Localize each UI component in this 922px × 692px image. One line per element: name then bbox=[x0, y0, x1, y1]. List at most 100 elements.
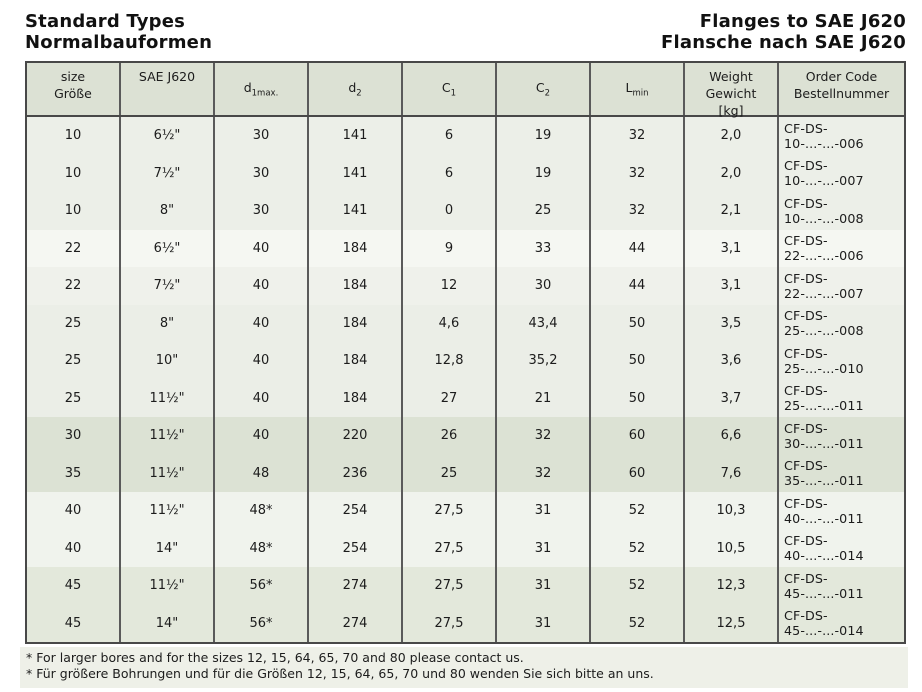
table-cell: 6,6 bbox=[685, 417, 779, 455]
order-code-cell: CF-DS-40-...-...-011 bbox=[784, 495, 864, 526]
table-cell: 52 bbox=[591, 604, 685, 642]
table-cell: 25 bbox=[497, 192, 591, 230]
order-code-cell: CF-DS-25-...-...-010 bbox=[784, 345, 864, 376]
table-cell: 40 bbox=[215, 229, 309, 267]
table-cell: 60 bbox=[591, 454, 685, 492]
table-cell: 30 bbox=[215, 192, 309, 230]
table-cell: 2,0 bbox=[685, 154, 779, 192]
table-cell: 184 bbox=[309, 267, 403, 305]
table-cell: 27,5 bbox=[403, 529, 497, 567]
table-cell: 12,5 bbox=[685, 604, 779, 642]
table-cell: 30 bbox=[497, 267, 591, 305]
table-row: 25 11½" 40 184 27 21 50 3,7 CF-DS-25-...-...-011 bbox=[27, 379, 904, 417]
column-header: Lmin bbox=[591, 63, 685, 115]
order-code-cell: CF-DS-22-...-...-007 bbox=[784, 270, 864, 301]
table-cell: 3,7 bbox=[685, 379, 779, 417]
table-cell: 8" bbox=[121, 304, 215, 342]
table-cell: 44 bbox=[591, 229, 685, 267]
table-cell: 48* bbox=[215, 529, 309, 567]
table-cell: 10 bbox=[27, 192, 121, 230]
order-code-cell: CF-DS-45-...-...-014 bbox=[784, 608, 864, 639]
table-cell: 27,5 bbox=[403, 567, 497, 605]
order-code-cell: CF-DS-30-...-...-011 bbox=[784, 420, 864, 451]
table-cell: 4,6 bbox=[403, 304, 497, 342]
table-cell: 14" bbox=[121, 529, 215, 567]
table-cell: 21 bbox=[497, 379, 591, 417]
table-cell: 19 bbox=[497, 154, 591, 192]
table-row: 30 11½" 40 220 26 32 60 6,6 CF-DS-30-...-...-011 bbox=[27, 417, 904, 455]
table-cell: 141 bbox=[309, 154, 403, 192]
column-header: d2 bbox=[309, 63, 403, 115]
table-cell: 11½" bbox=[121, 567, 215, 605]
table-cell: 6 bbox=[403, 117, 497, 155]
flange-dimensions-table: size Größe SAE J620 d1max. d2 C1 C2 Lmin Weight G… bbox=[25, 61, 906, 644]
table-cell: 7,6 bbox=[685, 454, 779, 492]
table-row: 45 14" 56* 274 27,5 31 52 12,5 CF-DS-45-...-...-… bbox=[27, 604, 904, 642]
table-cell: 3,6 bbox=[685, 342, 779, 380]
column-header: Order Code Bestellnummer bbox=[793, 69, 890, 101]
title-german: Normalbauformen bbox=[25, 32, 213, 53]
table-cell: 27,5 bbox=[403, 604, 497, 642]
table-cell: 10,3 bbox=[685, 492, 779, 530]
table-cell: 40 bbox=[215, 342, 309, 380]
table-cell: 11½" bbox=[121, 454, 215, 492]
table-header-row: size Größe SAE J620 d1max. d2 C1 C2 Lmin Weight G… bbox=[27, 63, 904, 118]
table-cell: 32 bbox=[591, 117, 685, 155]
table-cell: 236 bbox=[309, 454, 403, 492]
table-cell: 45 bbox=[27, 567, 121, 605]
table-cell: 30 bbox=[215, 117, 309, 155]
table-row: 40 14" 48* 254 27,5 31 52 10,5 CF-DS-40-...-...-… bbox=[27, 529, 904, 567]
table-cell: 52 bbox=[591, 492, 685, 530]
table-cell: 254 bbox=[309, 529, 403, 567]
order-code-cell: CF-DS-10-...-...-008 bbox=[784, 195, 864, 226]
table-cell: 27,5 bbox=[403, 492, 497, 530]
table-cell: 60 bbox=[591, 417, 685, 455]
table-cell: 26 bbox=[403, 417, 497, 455]
table-cell: 30 bbox=[27, 417, 121, 455]
table-cell: 141 bbox=[309, 117, 403, 155]
column-header: SAE J620 bbox=[121, 63, 215, 115]
table-cell: 10" bbox=[121, 342, 215, 380]
order-code-cell: CF-DS-35-...-...-011 bbox=[784, 458, 864, 489]
table-cell: 40 bbox=[27, 492, 121, 530]
table-cell: 56* bbox=[215, 604, 309, 642]
table-row: 35 11½" 48 236 25 32 60 7,6 CF-DS-35-...-...-011 bbox=[27, 454, 904, 492]
table-cell: 40 bbox=[215, 379, 309, 417]
order-code-cell: CF-DS-40-...-...-014 bbox=[784, 533, 864, 564]
table-cell: 274 bbox=[309, 567, 403, 605]
table-cell: 184 bbox=[309, 379, 403, 417]
table-cell: 50 bbox=[591, 304, 685, 342]
table-cell: 31 bbox=[497, 604, 591, 642]
table-cell: 48* bbox=[215, 492, 309, 530]
table-cell: 56* bbox=[215, 567, 309, 605]
table-cell: 12,3 bbox=[685, 567, 779, 605]
table-cell: 11½" bbox=[121, 417, 215, 455]
table-row: 10 7½" 30 141 6 19 32 2,0 CF-DS-10-...-...-007 bbox=[27, 154, 904, 192]
table-cell: 10 bbox=[27, 117, 121, 155]
table-cell: 11½" bbox=[121, 492, 215, 530]
order-code-cell: CF-DS-10-...-...-007 bbox=[784, 158, 864, 189]
table-cell: 254 bbox=[309, 492, 403, 530]
table-cell: 6½" bbox=[121, 229, 215, 267]
table-cell: 184 bbox=[309, 229, 403, 267]
table-cell: 31 bbox=[497, 492, 591, 530]
table-cell: 40 bbox=[215, 304, 309, 342]
table-cell: 184 bbox=[309, 304, 403, 342]
table-cell: 0 bbox=[403, 192, 497, 230]
table-cell: 7½" bbox=[121, 154, 215, 192]
order-code-cell: CF-DS-25-...-...-011 bbox=[784, 383, 864, 414]
table-cell: 11½" bbox=[121, 379, 215, 417]
table-cell: 52 bbox=[591, 567, 685, 605]
table-cell: 10,5 bbox=[685, 529, 779, 567]
table-cell: 25 bbox=[27, 379, 121, 417]
table-cell: 7½" bbox=[121, 267, 215, 305]
table-cell: 32 bbox=[497, 454, 591, 492]
table-row: 25 10" 40 184 12,8 35,2 50 3,6 CF-DS-25-...-...-… bbox=[27, 342, 904, 380]
table-cell: 2,1 bbox=[685, 192, 779, 230]
table-cell: 35 bbox=[27, 454, 121, 492]
table-cell: 48 bbox=[215, 454, 309, 492]
table-cell: 2,0 bbox=[685, 117, 779, 155]
table-cell: 33 bbox=[497, 229, 591, 267]
table-cell: 19 bbox=[497, 117, 591, 155]
table-body: 10 6½" 30 141 6 19 32 2,0 CF-DS-10-...-...-006 10… bbox=[27, 117, 904, 642]
